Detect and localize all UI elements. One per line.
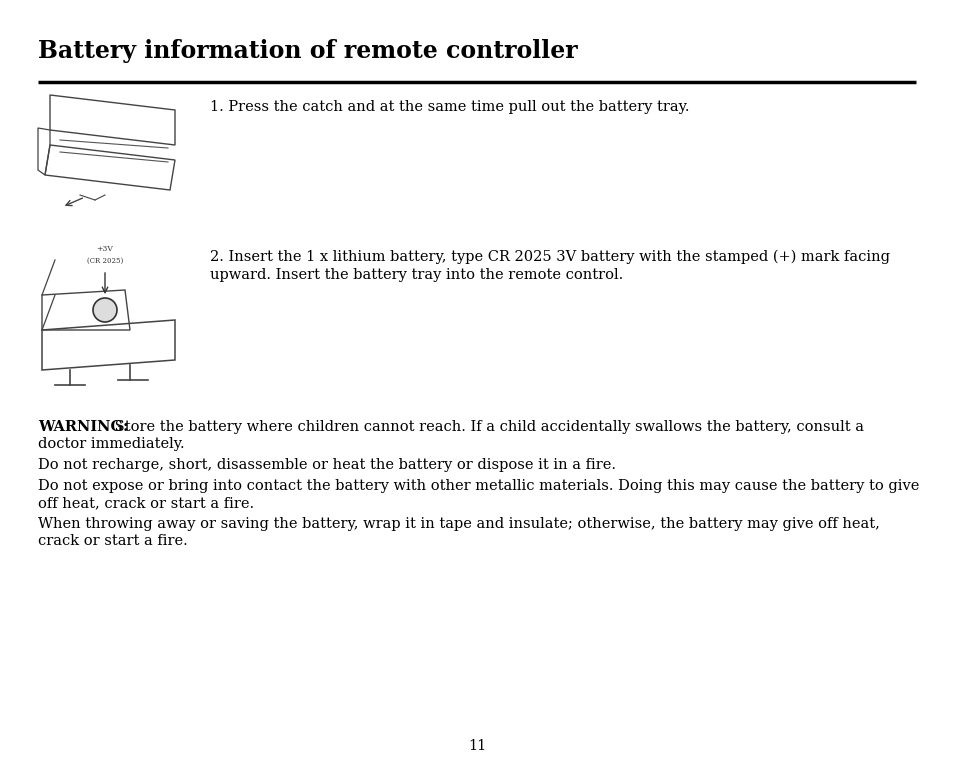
Text: upward. Insert the battery tray into the remote control.: upward. Insert the battery tray into the… — [210, 268, 622, 282]
Text: Do not recharge, short, disassemble or heat the battery or dispose it in a fire.: Do not recharge, short, disassemble or h… — [38, 458, 616, 472]
Text: off heat, crack or start a fire.: off heat, crack or start a fire. — [38, 496, 253, 510]
Circle shape — [92, 298, 117, 322]
Text: (CR 2025): (CR 2025) — [87, 257, 123, 265]
Text: +3V: +3V — [96, 245, 113, 253]
Text: 11: 11 — [467, 739, 486, 753]
Text: doctor immediately.: doctor immediately. — [38, 437, 185, 451]
Text: crack or start a fire.: crack or start a fire. — [38, 534, 188, 548]
Text: Do not expose or bring into contact the battery with other metallic materials. D: Do not expose or bring into contact the … — [38, 479, 919, 493]
Text: WARNING:: WARNING: — [38, 420, 129, 434]
Text: 1. Press the catch and at the same time pull out the battery tray.: 1. Press the catch and at the same time … — [210, 100, 689, 114]
Text: 2. Insert the 1 x lithium battery, type CR 2025 3V battery with the stamped (+) : 2. Insert the 1 x lithium battery, type … — [210, 250, 889, 265]
Text: When throwing away or saving the battery, wrap it in tape and insulate; otherwis: When throwing away or saving the battery… — [38, 517, 879, 531]
Text: Store the battery where children cannot reach. If a child accidentally swallows : Store the battery where children cannot … — [110, 420, 863, 434]
Text: Battery information of remote controller: Battery information of remote controller — [38, 39, 577, 63]
